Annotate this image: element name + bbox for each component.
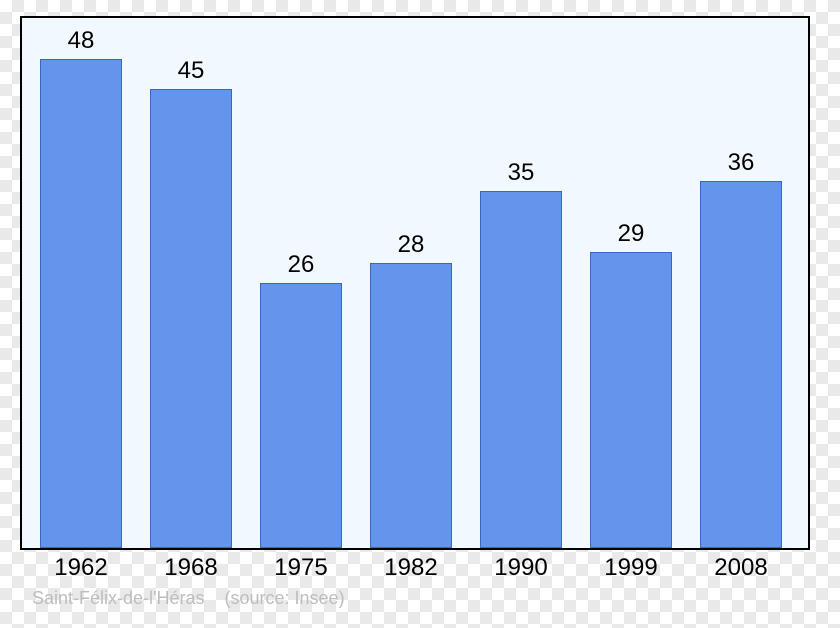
source-place: Saint-Félix-de-l'Héras xyxy=(32,588,205,608)
value-label-1962: 48 xyxy=(68,27,95,55)
bar-1999 xyxy=(590,252,672,548)
x-label-1962: 1962 xyxy=(54,554,107,582)
bar-1975 xyxy=(260,283,342,548)
x-label-1975: 1975 xyxy=(274,554,327,582)
bar-1968 xyxy=(150,89,232,548)
value-label-1990: 35 xyxy=(508,159,535,187)
source-attribution: Saint-Félix-de-l'Héras (source: Insee) xyxy=(32,588,345,609)
x-label-1990: 1990 xyxy=(494,554,547,582)
x-label-1982: 1982 xyxy=(384,554,437,582)
value-label-1982: 28 xyxy=(398,231,425,259)
bar-1982 xyxy=(370,263,452,548)
value-label-2008: 36 xyxy=(728,149,755,177)
x-label-1999: 1999 xyxy=(604,554,657,582)
bar-2008 xyxy=(700,181,782,548)
value-label-1999: 29 xyxy=(618,220,645,248)
value-label-1968: 45 xyxy=(178,57,205,85)
x-label-2008: 2008 xyxy=(714,554,767,582)
bar-1962 xyxy=(40,59,122,548)
source-attr: (source: Insee) xyxy=(225,588,345,608)
value-label-1975: 26 xyxy=(288,251,315,279)
x-label-1968: 1968 xyxy=(164,554,217,582)
bar-1990 xyxy=(480,191,562,548)
